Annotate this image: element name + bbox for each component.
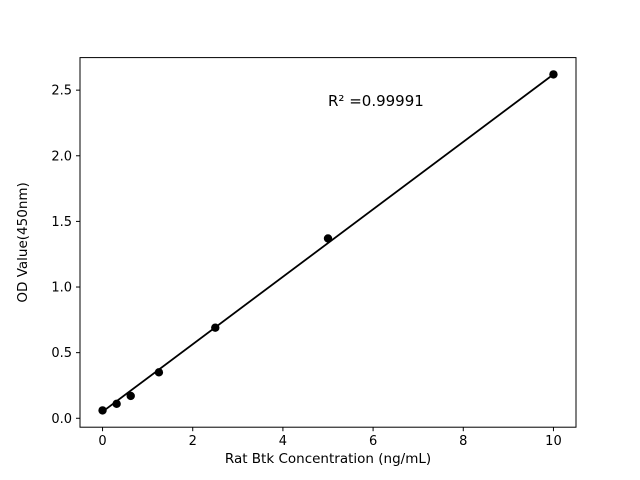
data-point — [112, 399, 121, 409]
r-squared-annotation: R² =0.99991 — [328, 92, 424, 110]
data-point — [98, 406, 107, 415]
data-point — [211, 323, 220, 332]
x-tick-label: 2 — [189, 434, 197, 449]
x-tick-label: 8 — [459, 434, 467, 449]
y-tick-label: 0.5 — [51, 346, 72, 361]
plot-border — [79, 57, 577, 428]
x-axis-label: Rat Btk Concentration (ng/mL) — [225, 451, 431, 467]
y-tick-label: 0.0 — [51, 412, 72, 427]
y-tick-label: 2.0 — [51, 149, 72, 164]
y-tick-label: 1.0 — [51, 281, 72, 296]
data-point — [154, 368, 164, 377]
x-tick-label: 6 — [369, 434, 377, 449]
x-tick-label: 0 — [98, 434, 106, 449]
x-tick-label: 10 — [545, 434, 562, 449]
data-point — [549, 70, 558, 79]
y-tick-label: 1.5 — [51, 215, 72, 230]
x-tick-label: 4 — [279, 434, 287, 449]
y-axis-label: OD Value(450nm) — [15, 182, 31, 302]
data-point — [126, 391, 135, 401]
y-tick-label: 2.5 — [51, 84, 72, 99]
fit-line — [102, 73, 554, 413]
data-point — [323, 234, 333, 243]
